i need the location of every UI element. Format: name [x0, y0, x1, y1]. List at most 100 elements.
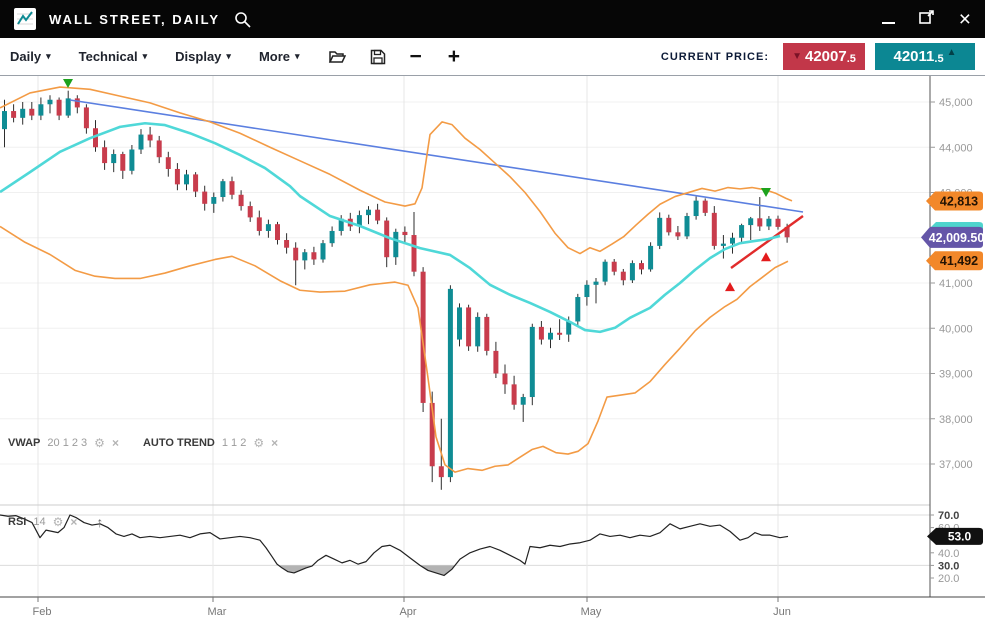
price-badge — [926, 191, 983, 211]
candle-body — [356, 215, 362, 227]
candle-body — [429, 402, 435, 467]
autotrend-settings-gear-icon[interactable]: ⚙ — [253, 436, 265, 450]
candle-body — [457, 307, 462, 340]
candle-body — [611, 261, 617, 272]
vwap-settings-gear-icon[interactable]: ⚙ — [94, 436, 105, 450]
y-tick-label: 38,000 — [939, 414, 973, 426]
candle-body — [411, 235, 417, 272]
chevron-down-icon: ▾ — [295, 51, 300, 61]
technical-menu-label: Technical — [78, 49, 138, 64]
save-icon[interactable] — [370, 49, 386, 65]
price-chart[interactable]: FebMarAprMayJun45,00044,00043,00042,0004… — [0, 76, 985, 622]
rsi-settings-gear-icon[interactable]: ⚙ — [52, 515, 64, 529]
rsi-line — [0, 514, 789, 577]
candle-body — [693, 200, 699, 217]
chevron-down-icon: ▾ — [226, 51, 231, 61]
autotrend-remove-icon[interactable]: × — [271, 436, 279, 450]
buy-price-value: 42011 — [893, 48, 935, 65]
candle-body — [47, 99, 53, 105]
rsi-tick-label: 30.0 — [938, 560, 959, 572]
candle-body — [775, 218, 781, 227]
more-menu[interactable]: More ▾ — [259, 49, 300, 64]
candle-body — [684, 216, 690, 237]
zoom-out-button[interactable]: − — [409, 45, 422, 68]
candle-body — [138, 134, 144, 150]
candle-body — [366, 209, 371, 216]
buy-signal-triangle — [725, 282, 735, 292]
candle-body — [247, 206, 253, 218]
technical-menu[interactable]: Technical ▾ — [79, 49, 148, 64]
candle-body — [566, 321, 572, 335]
candle-body — [256, 217, 262, 231]
rsi-remove-icon[interactable]: × — [70, 515, 78, 529]
chart-area: FebMarAprMayJun45,00044,00043,00042,0004… — [0, 76, 985, 622]
candle-body — [184, 174, 189, 185]
y-tick-label: 37,000 — [939, 459, 973, 471]
candle-body — [265, 224, 271, 231]
search-icon[interactable] — [234, 11, 251, 28]
auto-trendline-red — [730, 215, 804, 269]
candle-body — [593, 281, 599, 285]
candle-body — [174, 168, 180, 185]
buy-price-button[interactable]: 42011 .5 ▲ — [875, 43, 975, 70]
y-tick-label: 45,000 — [939, 97, 973, 109]
candle-body — [466, 307, 472, 347]
candle-body — [484, 316, 490, 351]
candle-body — [83, 107, 89, 129]
candle-body — [520, 397, 526, 405]
open-folder-icon[interactable] — [328, 49, 346, 65]
timeframe-menu-label: Daily — [10, 49, 42, 64]
candle-body — [38, 104, 44, 116]
candle-body — [129, 149, 135, 171]
autotrend-params: 1 1 2 — [221, 437, 247, 449]
chevron-down-icon: ▾ — [46, 51, 51, 61]
candle-body — [2, 111, 7, 130]
candle-body — [293, 247, 299, 261]
candle-body — [584, 284, 590, 298]
candle-body — [657, 217, 663, 246]
band-upper-line — [0, 86, 793, 255]
candle-body — [220, 181, 226, 198]
rsi-legend: RSI 14 ⚙ × ↑ — [8, 514, 103, 530]
candle-body — [302, 252, 308, 261]
rsi-label: RSI — [8, 516, 27, 528]
sell-price-value: 42007 — [805, 48, 847, 65]
candle-body — [329, 230, 335, 244]
candle-body — [420, 271, 426, 403]
popout-icon[interactable] — [918, 9, 935, 30]
sell-signal-triangle — [761, 188, 771, 198]
candle-body — [548, 332, 553, 340]
timeframe-menu[interactable]: Daily ▾ — [10, 49, 51, 64]
candle-body — [202, 191, 208, 204]
rsi-tick-label: 40.0 — [938, 548, 959, 560]
vwap-line — [0, 121, 781, 334]
candle-body — [502, 373, 508, 385]
candle-body — [393, 231, 399, 258]
display-menu-label: Display — [175, 49, 222, 64]
zoom-in-button[interactable]: + — [447, 45, 461, 68]
candle-body — [720, 243, 726, 246]
candle-body — [229, 181, 235, 195]
candle-body — [784, 226, 790, 238]
vwap-remove-icon[interactable]: × — [111, 436, 119, 450]
candle-body — [648, 245, 654, 270]
candle-body — [666, 217, 672, 233]
price-badge-label: 42,813 — [940, 194, 978, 208]
x-tick-label: Jun — [773, 606, 791, 618]
minimize-icon[interactable] — [881, 22, 895, 24]
candle-body — [493, 350, 499, 374]
candle-body — [447, 288, 453, 478]
candle-body — [93, 128, 98, 148]
sell-price-frac: .5 — [846, 52, 856, 65]
candle-body — [739, 225, 745, 238]
candle-body — [120, 154, 126, 171]
close-icon[interactable]: × — [958, 7, 971, 31]
vwap-params: 20 1 2 3 — [47, 437, 88, 449]
candle-body — [602, 261, 608, 282]
candle-body — [529, 326, 535, 398]
sell-price-button[interactable]: ▼ 42007 .5 — [783, 43, 865, 70]
candle-body — [675, 232, 681, 237]
display-menu[interactable]: Display ▾ — [175, 49, 231, 64]
rsi-collapse-arrow-icon[interactable]: ↑ — [96, 514, 104, 530]
band-lower-line — [0, 225, 789, 473]
